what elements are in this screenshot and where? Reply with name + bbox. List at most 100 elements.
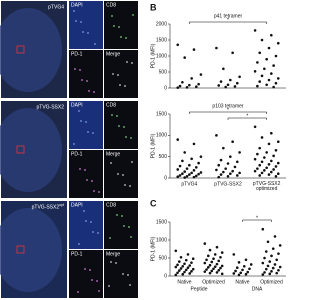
chart-title: p41 tetramer xyxy=(214,13,243,19)
x-tick-label: pTVG-SSX2 optimized xyxy=(253,181,281,192)
x-tick-label: Optimized xyxy=(260,279,283,285)
data-point xyxy=(178,174,182,177)
cell-signal xyxy=(127,274,129,276)
data-point xyxy=(208,263,212,267)
data-point xyxy=(229,78,232,82)
cell-signal xyxy=(125,136,127,138)
channel-label: Merge xyxy=(106,51,120,57)
data-point xyxy=(186,253,190,256)
data-point xyxy=(268,260,272,263)
channel-label: Merge xyxy=(106,251,120,257)
data-point xyxy=(270,33,273,37)
x-tick-label-line: pTVG-SSX2 xyxy=(253,181,281,187)
cell-signal xyxy=(75,20,77,22)
cell-signal xyxy=(90,221,92,223)
data-point xyxy=(271,266,275,270)
significance-label: * xyxy=(227,17,229,23)
channel-image xyxy=(69,1,103,49)
data-point xyxy=(258,51,262,55)
data-point xyxy=(179,267,183,270)
y-tick-label: 1500 xyxy=(156,111,167,117)
cell-signal xyxy=(73,143,75,145)
data-point xyxy=(222,170,225,174)
data-point xyxy=(197,82,200,86)
cell-signal xyxy=(92,132,94,134)
cell-signal xyxy=(89,269,91,271)
data-point xyxy=(232,272,236,275)
data-point xyxy=(260,160,264,164)
roi-box xyxy=(16,245,25,254)
data-point xyxy=(220,264,224,268)
tissue xyxy=(0,8,62,92)
data-point xyxy=(276,77,280,80)
data-point xyxy=(174,249,178,253)
data-point xyxy=(215,134,218,137)
data-point xyxy=(212,257,215,261)
cell-signal xyxy=(131,62,133,64)
data-point xyxy=(246,270,250,274)
data-point xyxy=(217,163,221,167)
data-point xyxy=(185,174,189,178)
row-title: pTVG-SSX2 xyxy=(36,104,64,110)
y-axis-label: PD-1 (MFI) xyxy=(150,43,156,68)
cell-signal xyxy=(111,114,113,116)
channel-image xyxy=(69,101,103,149)
data-point xyxy=(273,263,277,266)
channel-image xyxy=(104,150,138,198)
data-point xyxy=(253,70,257,73)
data-point xyxy=(266,264,270,268)
data-point xyxy=(210,260,214,264)
data-point xyxy=(194,85,198,89)
data-point xyxy=(271,247,275,250)
data-point xyxy=(231,140,234,144)
data-point xyxy=(226,174,230,178)
data-point xyxy=(206,266,210,269)
data-point xyxy=(239,271,243,275)
data-point xyxy=(199,73,203,76)
data-point xyxy=(244,272,248,276)
data-point xyxy=(264,267,268,271)
data-point xyxy=(174,265,178,269)
data-point xyxy=(183,151,186,154)
cell-signal xyxy=(130,137,132,139)
significance-bracket xyxy=(189,111,267,114)
data-point xyxy=(244,258,248,262)
data-point xyxy=(178,84,182,88)
cell-signal xyxy=(122,174,124,176)
cell-signal xyxy=(129,284,131,286)
data-point xyxy=(188,163,191,167)
x-tick-label: Native xyxy=(177,279,191,285)
data-point xyxy=(261,261,265,265)
data-point xyxy=(203,261,207,265)
data-point xyxy=(181,159,184,163)
data-point xyxy=(177,269,181,272)
data-point xyxy=(176,86,180,89)
data-point xyxy=(258,80,262,83)
data-point xyxy=(219,255,222,259)
data-point xyxy=(184,258,188,262)
cell-signal xyxy=(81,79,83,81)
cell-signal xyxy=(73,10,75,12)
cell-signal xyxy=(85,121,87,123)
data-point xyxy=(249,263,253,266)
cell-signal xyxy=(78,243,80,245)
data-point xyxy=(256,61,259,64)
data-point xyxy=(270,170,273,174)
cell-signal xyxy=(122,273,124,275)
channel-label: CD8 xyxy=(106,2,116,8)
data-point xyxy=(206,254,210,258)
data-point xyxy=(217,259,221,263)
data-point xyxy=(261,273,265,276)
data-point xyxy=(268,272,272,276)
data-point xyxy=(272,85,275,89)
data-point xyxy=(233,85,237,88)
data-point xyxy=(261,227,265,231)
data-point xyxy=(222,67,225,71)
cell-signal xyxy=(116,115,118,117)
cell-signal xyxy=(77,291,79,293)
y-tick-label: 1500 xyxy=(156,219,167,225)
data-point xyxy=(235,174,239,177)
data-point xyxy=(260,74,264,78)
data-point xyxy=(270,72,273,75)
cell-signal xyxy=(115,262,117,264)
